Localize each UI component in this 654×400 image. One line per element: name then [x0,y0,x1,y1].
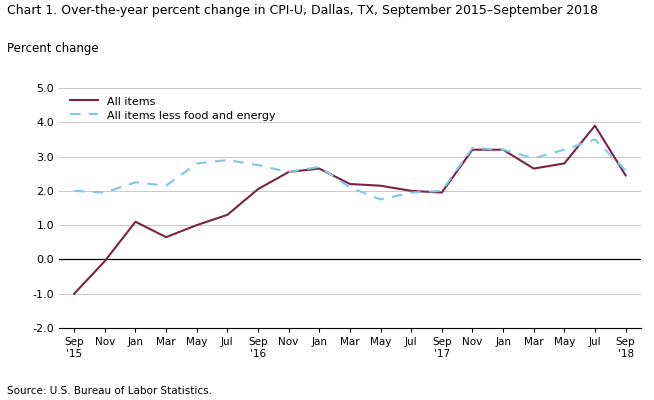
All items [346,182,354,186]
All items less food and energy [530,156,538,161]
All items [591,123,599,128]
All items [70,291,78,296]
All items less food and energy [162,183,170,188]
All items less food and energy [193,161,201,166]
All items [438,190,446,195]
Text: Source: U.S. Bureau of Labor Statistics.: Source: U.S. Bureau of Labor Statistics. [7,386,211,396]
All items less food and energy [468,146,476,150]
All items less food and energy [346,185,354,190]
All items [162,235,170,240]
All items [407,188,415,193]
All items less food and energy [70,188,78,193]
All items less food and energy [284,170,292,174]
All items [315,166,323,171]
All items [193,223,201,228]
Line: All items: All items [74,126,626,294]
All items less food and energy [224,158,232,162]
All items [622,173,630,178]
Line: All items less food and energy: All items less food and energy [74,140,626,200]
All items less food and energy [315,164,323,169]
All items less food and energy [131,180,139,185]
All items [131,219,139,224]
All items less food and energy [591,137,599,142]
All items less food and energy [407,190,415,195]
Legend: All items, All items less food and energy: All items, All items less food and energ… [70,96,275,121]
All items [284,170,292,174]
All items [101,259,109,264]
All items less food and energy [622,168,630,173]
All items [560,161,568,166]
All items less food and energy [101,190,109,195]
All items less food and energy [560,147,568,152]
All items [530,166,538,171]
All items less food and energy [438,188,446,193]
All items [468,147,476,152]
All items [224,212,232,217]
All items [499,147,507,152]
All items [254,187,262,192]
Text: Chart 1. Over-the-year percent change in CPI-U, Dallas, TX, September 2015–Septe: Chart 1. Over-the-year percent change in… [7,4,598,17]
All items less food and energy [377,197,385,202]
All items [377,183,385,188]
All items less food and energy [499,147,507,152]
All items less food and energy [254,163,262,168]
Text: Percent change: Percent change [7,42,98,55]
